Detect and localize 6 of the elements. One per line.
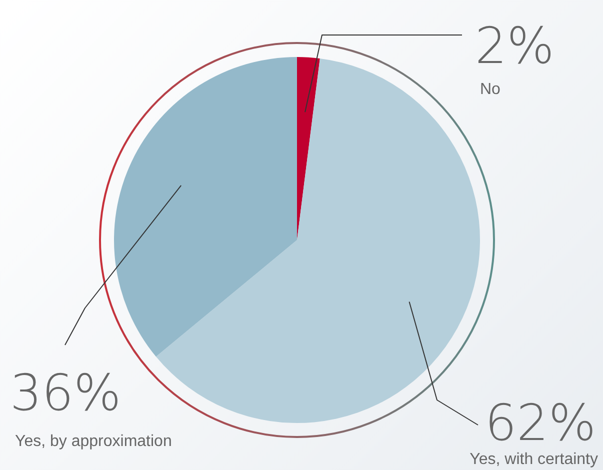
data-label: 62% bbox=[484, 394, 596, 452]
data-label: 2% bbox=[475, 17, 554, 75]
slice-label: Yes, with certainty bbox=[470, 451, 598, 468]
data-label: 36% bbox=[10, 364, 122, 422]
slice-label: Yes, by approximation bbox=[15, 433, 172, 450]
slice-label: No bbox=[480, 81, 501, 98]
